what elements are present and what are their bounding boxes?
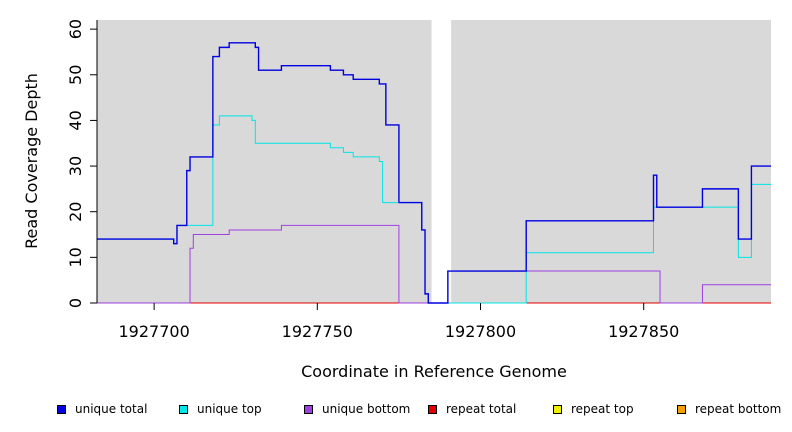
series-line-unique-bottom [97, 224, 771, 304]
coverage-gap [431, 20, 452, 303]
x-tick-label: 1927850 [608, 322, 679, 341]
legend-item-repeat-total: repeat total [428, 402, 516, 416]
axes-layer: 0 10 20 30 40 50 60 1927700 1927750 1927800 192785… [66, 19, 679, 341]
legend-label: unique total [75, 402, 148, 416]
legend-label: repeat bottom [695, 402, 782, 416]
y-tick-label: 0 [66, 298, 85, 308]
legend-label: repeat top [571, 402, 634, 416]
x-tick-label: 1927700 [118, 322, 189, 341]
series-line-unique-top [97, 115, 771, 304]
legend-label: repeat total [446, 402, 517, 416]
legend-swatch [57, 404, 66, 414]
legend-label: unique top [197, 402, 262, 416]
series-line-unique-total [97, 42, 771, 304]
legend-swatch [304, 404, 313, 414]
series-layer [97, 42, 771, 304]
legend-label: unique bottom [322, 402, 411, 416]
legend-item-unique-total: unique total [57, 402, 147, 416]
legend-item-unique-top: unique top [179, 402, 262, 416]
legend-swatch [179, 404, 188, 414]
x-axis-title: Coordinate in Reference Genome [301, 362, 567, 381]
legend-item-unique-bottom: unique bottom [304, 402, 410, 416]
y-tick-label: 20 [66, 202, 85, 222]
y-tick-label: 50 [66, 65, 85, 85]
y-tick-label: 30 [66, 156, 85, 176]
legend-swatch [428, 404, 437, 414]
y-tick-label: 60 [66, 19, 85, 39]
legend-swatch [677, 404, 686, 414]
legend-item-repeat-top: repeat top [553, 402, 634, 416]
x-tick-label: 1927750 [282, 322, 353, 341]
y-axis-title: Read Coverage Depth [22, 73, 41, 249]
y-tick-label: 40 [66, 110, 85, 130]
x-tick-label: 1927800 [445, 322, 516, 341]
legend: unique total unique top unique bottom repea… [0, 400, 792, 420]
legend-item-repeat-bottom: repeat bottom [677, 402, 781, 416]
legend-swatch [553, 404, 562, 414]
y-tick-label: 10 [66, 247, 85, 267]
